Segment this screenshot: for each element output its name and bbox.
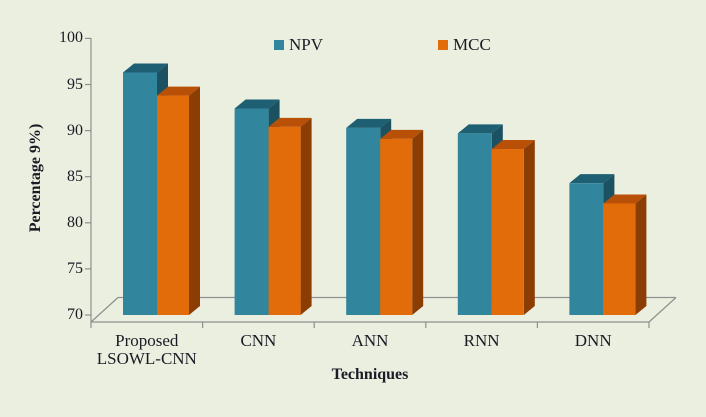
bar-mcc-3-side xyxy=(523,140,535,315)
bar-npv-2 xyxy=(346,127,381,315)
bar-mcc-1-side xyxy=(300,117,312,315)
bar-mcc-4-top xyxy=(603,194,647,204)
bar-npv-4-top xyxy=(569,174,615,184)
bar-mcc-0-top xyxy=(157,86,200,96)
bar-mcc-2 xyxy=(380,138,413,315)
bar-mcc-3 xyxy=(491,149,524,315)
bar-mcc-1 xyxy=(268,126,301,315)
bar-mcc-0-side xyxy=(189,86,200,316)
floor-left-edge xyxy=(90,297,119,323)
bar-npv-0-top xyxy=(123,63,168,73)
bar-mcc-4 xyxy=(603,203,636,315)
bar-mcc-0 xyxy=(157,95,189,316)
bar-npv-1-top xyxy=(234,99,280,109)
bar-mcc-3-top xyxy=(491,140,535,150)
bar-npv-3-top xyxy=(457,124,503,134)
bar-npv-4 xyxy=(569,183,604,315)
bar-mcc-2-top xyxy=(380,129,424,139)
bar-npv-0 xyxy=(123,72,157,315)
bar-mcc-2-side xyxy=(412,129,424,315)
bar-npv-3 xyxy=(457,133,492,315)
bar-mcc-4-side xyxy=(635,194,647,315)
floor-right-edge xyxy=(648,297,677,323)
bar-npv-2-top xyxy=(346,118,392,128)
bar-npv-1 xyxy=(234,108,269,315)
bar-mcc-1-top xyxy=(268,117,312,127)
